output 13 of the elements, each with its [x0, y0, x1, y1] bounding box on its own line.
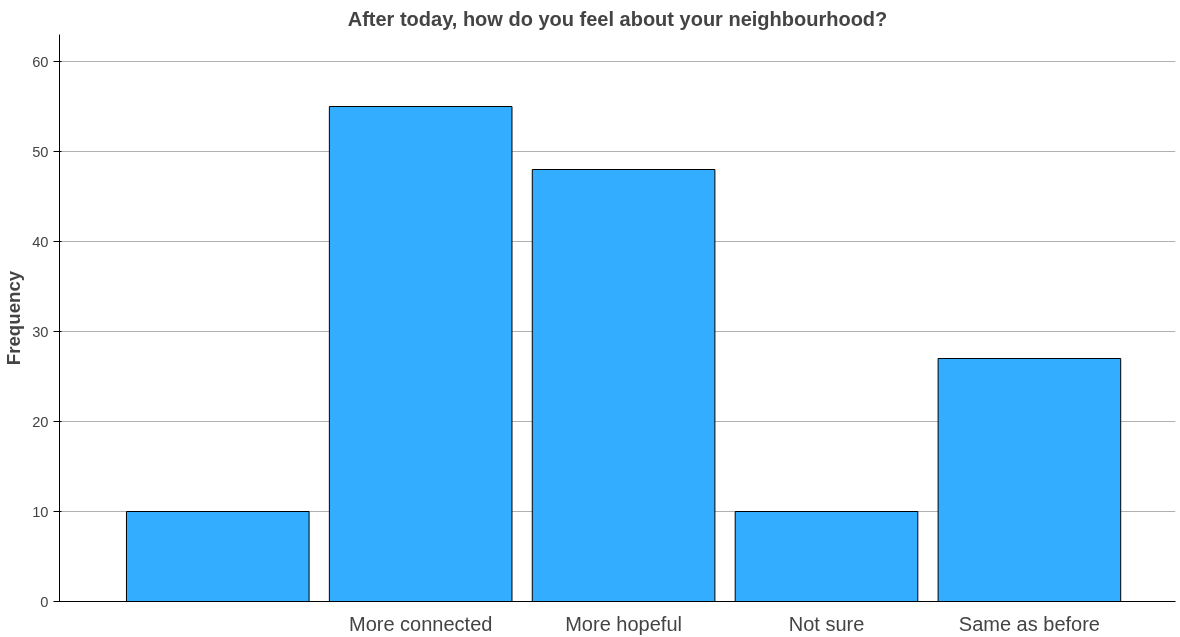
y-axis-title: Frequency [3, 270, 25, 366]
x-tick-label: Not sure [788, 612, 865, 635]
y-tick-label: 30 [32, 323, 49, 340]
chart-title: After today, how do you feel about your neighbourhood? [347, 7, 888, 30]
y-tick-label: 40 [32, 233, 49, 250]
y-tick-label: 10 [32, 503, 49, 520]
y-tick-label: 50 [32, 143, 49, 160]
x-tick-label: More hopeful [565, 612, 682, 635]
y-tick-label: 20 [32, 413, 49, 430]
x-tick-label: Same as before [958, 612, 1101, 635]
y-tick-label: 0 [40, 593, 49, 610]
y-tick-label: 60 [32, 53, 49, 70]
x-tick-label: More connected [348, 612, 493, 635]
